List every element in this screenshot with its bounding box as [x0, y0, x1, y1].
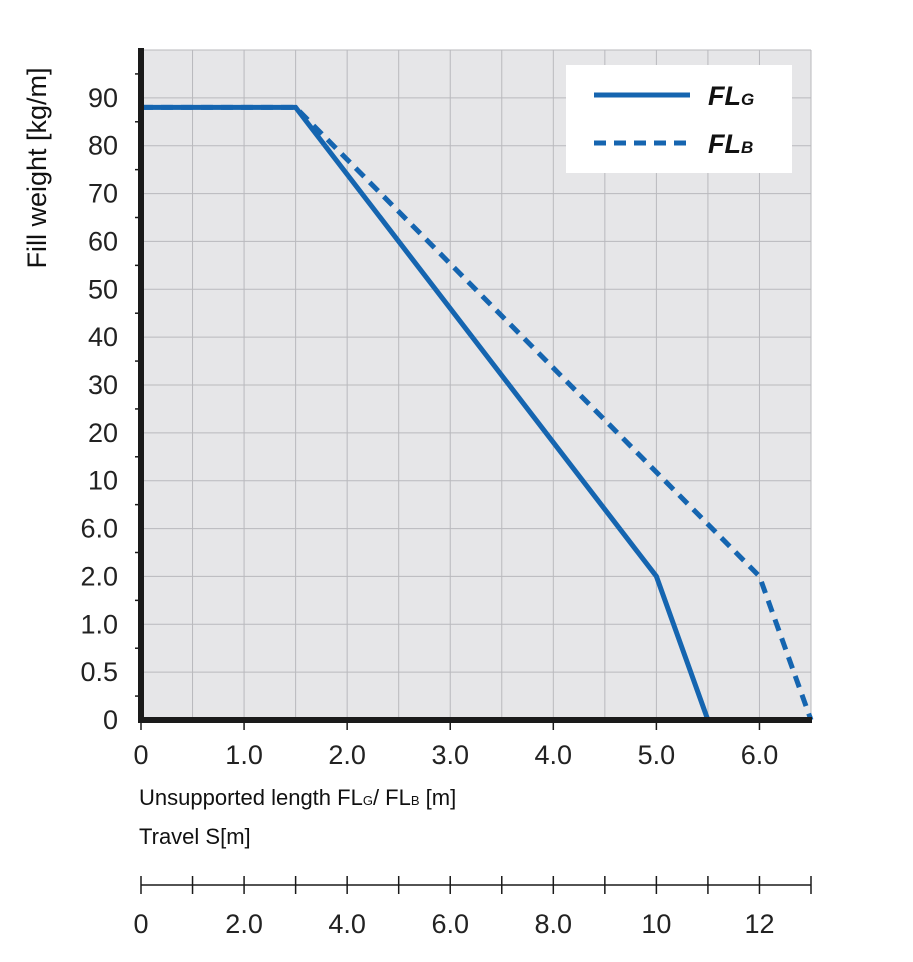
series-layer	[141, 104, 814, 721]
secondary-tick-label: 10	[641, 909, 671, 939]
legend-label-flb: FLB	[708, 129, 753, 159]
secondary-axis-title: Travel S[m]	[139, 824, 251, 849]
secondary-tick-label: 4.0	[328, 909, 366, 939]
x-tick-label: 6.0	[741, 740, 779, 770]
x-tick-label: 0	[133, 740, 148, 770]
legend-label-flg: FLG	[708, 81, 754, 111]
y-tick-label: 80	[88, 131, 118, 161]
y-tick-label: 0	[103, 705, 118, 735]
y-tick-label: 20	[88, 418, 118, 448]
y-tick-label: 90	[88, 83, 118, 113]
y-tick-label: 1.0	[80, 609, 118, 639]
secondary-tick-label: 12	[744, 909, 774, 939]
secondary-tick-label: 2.0	[225, 909, 263, 939]
y-tick-label: 2.0	[80, 561, 118, 591]
x-tick-label: 4.0	[535, 740, 573, 770]
grid-lines	[141, 49, 812, 720]
y-tick-label: 10	[88, 466, 118, 496]
legend: FLG FLB	[566, 65, 792, 173]
x-axis-title: Unsupported length FLG/ FLB [m]	[139, 785, 456, 810]
x-tick-label: 1.0	[225, 740, 263, 770]
legend-box	[566, 65, 792, 173]
x-major-ticks	[140, 720, 761, 730]
x-tick-labels: 0 1.0 2.0 3.0 4.0 5.0 6.0	[133, 740, 778, 770]
series-line-flg	[141, 104, 711, 721]
y-tick-label: 30	[88, 370, 118, 400]
x-tick-label: 5.0	[638, 740, 676, 770]
y-tick-label: 50	[88, 274, 118, 304]
secondary-axis: 0 2.0 4.0 6.0 8.0 10 12	[133, 876, 812, 939]
y-tick-label: 60	[88, 226, 118, 256]
y-tick-label: 0.5	[80, 657, 118, 687]
secondary-tick-label: 8.0	[535, 909, 573, 939]
secondary-tick-label: 0	[133, 909, 148, 939]
x-tick-label: 3.0	[431, 740, 469, 770]
y-axis-title: Fill weight [kg/m]	[22, 67, 52, 268]
y-tick-label: 6.0	[80, 514, 118, 544]
series-line-flb	[141, 104, 814, 721]
x-tick-label: 2.0	[328, 740, 366, 770]
y-tick-labels: 0 0.5 1.0 2.0 6.0 10 20 30 40 50 60 70 80 90	[80, 83, 118, 735]
y-tick-label: 40	[88, 322, 118, 352]
secondary-tick-label: 6.0	[431, 909, 469, 939]
y-tick-label: 70	[88, 179, 118, 209]
